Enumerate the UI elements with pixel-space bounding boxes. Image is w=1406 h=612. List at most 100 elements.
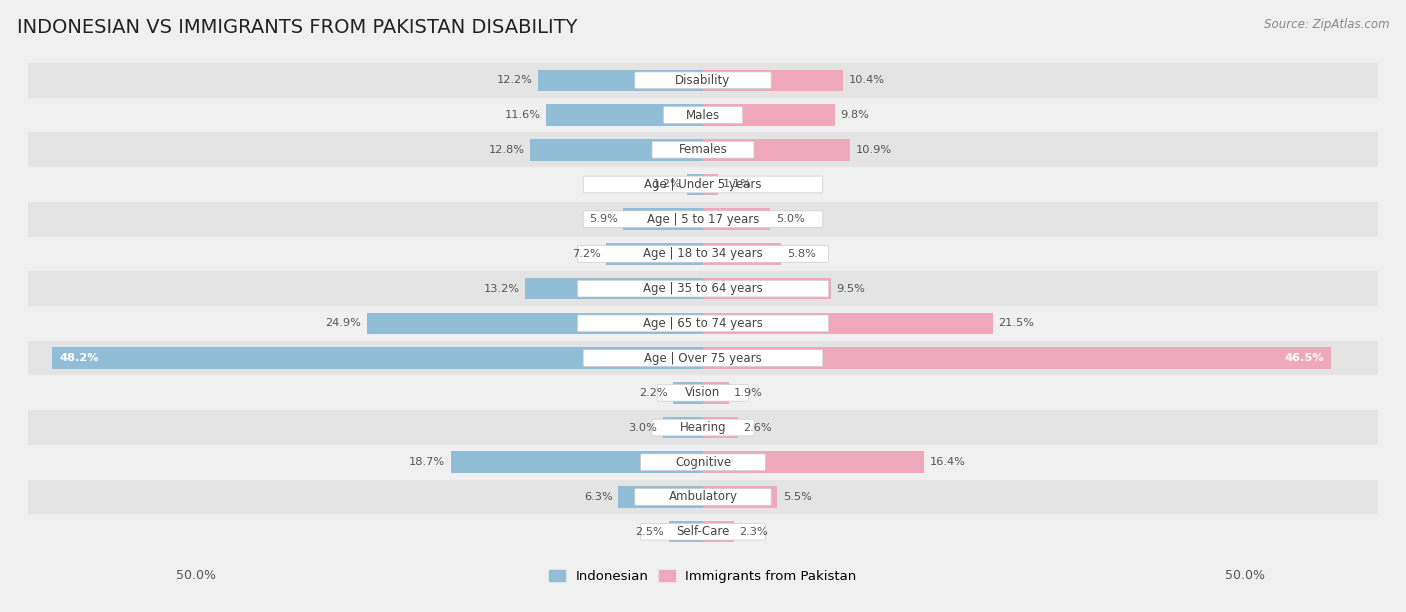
Text: Age | Under 5 years: Age | Under 5 years <box>644 178 762 191</box>
Text: 5.9%: 5.9% <box>589 214 619 224</box>
Text: 1.2%: 1.2% <box>652 179 682 190</box>
FancyBboxPatch shape <box>583 176 823 193</box>
Bar <box>28 167 1378 202</box>
Bar <box>623 209 703 230</box>
Text: Hearing: Hearing <box>679 421 727 434</box>
Bar <box>619 486 703 508</box>
Text: 16.4%: 16.4% <box>929 457 966 467</box>
Text: Source: ZipAtlas.com: Source: ZipAtlas.com <box>1264 18 1389 31</box>
FancyBboxPatch shape <box>583 349 823 367</box>
Text: 1.1%: 1.1% <box>723 179 752 190</box>
Bar <box>703 104 835 126</box>
Text: 2.3%: 2.3% <box>740 527 768 537</box>
Text: INDONESIAN VS IMMIGRANTS FROM PAKISTAN DISABILITY: INDONESIAN VS IMMIGRANTS FROM PAKISTAN D… <box>17 18 578 37</box>
Text: 10.9%: 10.9% <box>855 145 891 155</box>
Bar <box>538 70 703 91</box>
Text: Disability: Disability <box>675 74 731 87</box>
Bar <box>703 70 844 91</box>
Bar <box>703 243 782 264</box>
Bar <box>703 139 851 160</box>
Text: Age | 5 to 17 years: Age | 5 to 17 years <box>647 213 759 226</box>
Text: 5.8%: 5.8% <box>787 249 815 259</box>
Text: 5.0%: 5.0% <box>776 214 804 224</box>
Text: Age | 65 to 74 years: Age | 65 to 74 years <box>643 317 763 330</box>
Text: 2.5%: 2.5% <box>636 527 664 537</box>
Text: Females: Females <box>679 143 727 156</box>
FancyBboxPatch shape <box>636 72 770 89</box>
Bar <box>28 98 1378 132</box>
Text: 6.3%: 6.3% <box>583 492 613 502</box>
Text: 21.5%: 21.5% <box>998 318 1035 329</box>
Bar <box>703 417 738 438</box>
FancyBboxPatch shape <box>578 280 828 297</box>
FancyBboxPatch shape <box>658 384 748 401</box>
Text: 9.8%: 9.8% <box>841 110 869 120</box>
Text: Self-Care: Self-Care <box>676 525 730 538</box>
Bar <box>606 243 703 264</box>
Legend: Indonesian, Immigrants from Pakistan: Indonesian, Immigrants from Pakistan <box>544 564 862 588</box>
Bar <box>530 139 703 160</box>
Text: 12.8%: 12.8% <box>489 145 524 155</box>
Text: 2.2%: 2.2% <box>640 388 668 398</box>
Text: Males: Males <box>686 108 720 122</box>
Text: 5.5%: 5.5% <box>783 492 811 502</box>
Bar <box>703 452 924 473</box>
Bar <box>28 237 1378 271</box>
FancyBboxPatch shape <box>583 211 823 228</box>
Text: Vision: Vision <box>685 386 721 399</box>
Text: Age | 35 to 64 years: Age | 35 to 64 years <box>643 282 763 295</box>
Bar <box>28 341 1378 375</box>
Bar <box>367 313 703 334</box>
Text: 11.6%: 11.6% <box>505 110 541 120</box>
FancyBboxPatch shape <box>578 315 828 332</box>
Text: 7.2%: 7.2% <box>572 249 600 259</box>
Bar <box>28 132 1378 167</box>
Bar <box>703 209 770 230</box>
Bar <box>28 410 1378 445</box>
Bar <box>686 174 703 195</box>
Text: Age | Over 75 years: Age | Over 75 years <box>644 351 762 365</box>
Bar <box>703 174 718 195</box>
Bar <box>662 417 703 438</box>
Bar <box>450 452 703 473</box>
Bar <box>28 514 1378 549</box>
Bar <box>28 202 1378 237</box>
Bar <box>524 278 703 299</box>
Text: 3.0%: 3.0% <box>628 422 657 433</box>
Text: 46.5%: 46.5% <box>1284 353 1324 363</box>
Bar <box>703 348 1330 369</box>
FancyBboxPatch shape <box>578 245 828 263</box>
Text: Ambulatory: Ambulatory <box>668 490 738 504</box>
Bar <box>669 521 703 542</box>
Text: 1.9%: 1.9% <box>734 388 763 398</box>
FancyBboxPatch shape <box>641 523 765 540</box>
Bar <box>28 306 1378 341</box>
Bar <box>52 348 703 369</box>
Text: 24.9%: 24.9% <box>326 318 361 329</box>
FancyBboxPatch shape <box>641 454 765 471</box>
Text: 10.4%: 10.4% <box>849 75 884 85</box>
Bar <box>703 382 728 403</box>
Text: 9.5%: 9.5% <box>837 283 866 294</box>
Bar <box>703 278 831 299</box>
Text: 50.0%: 50.0% <box>176 569 215 582</box>
Bar <box>28 480 1378 514</box>
Text: 18.7%: 18.7% <box>409 457 446 467</box>
FancyBboxPatch shape <box>664 106 742 124</box>
Text: 13.2%: 13.2% <box>484 283 519 294</box>
Text: 12.2%: 12.2% <box>498 75 533 85</box>
Bar <box>703 486 778 508</box>
Bar <box>547 104 703 126</box>
Bar <box>28 375 1378 410</box>
Text: 48.2%: 48.2% <box>59 353 98 363</box>
Bar <box>703 521 734 542</box>
Text: Age | 18 to 34 years: Age | 18 to 34 years <box>643 247 763 261</box>
Bar <box>28 271 1378 306</box>
Text: Cognitive: Cognitive <box>675 456 731 469</box>
Text: 50.0%: 50.0% <box>1226 569 1265 582</box>
Text: 2.6%: 2.6% <box>744 422 772 433</box>
FancyBboxPatch shape <box>652 419 754 436</box>
Bar <box>28 63 1378 98</box>
Bar <box>673 382 703 403</box>
Bar <box>703 313 993 334</box>
